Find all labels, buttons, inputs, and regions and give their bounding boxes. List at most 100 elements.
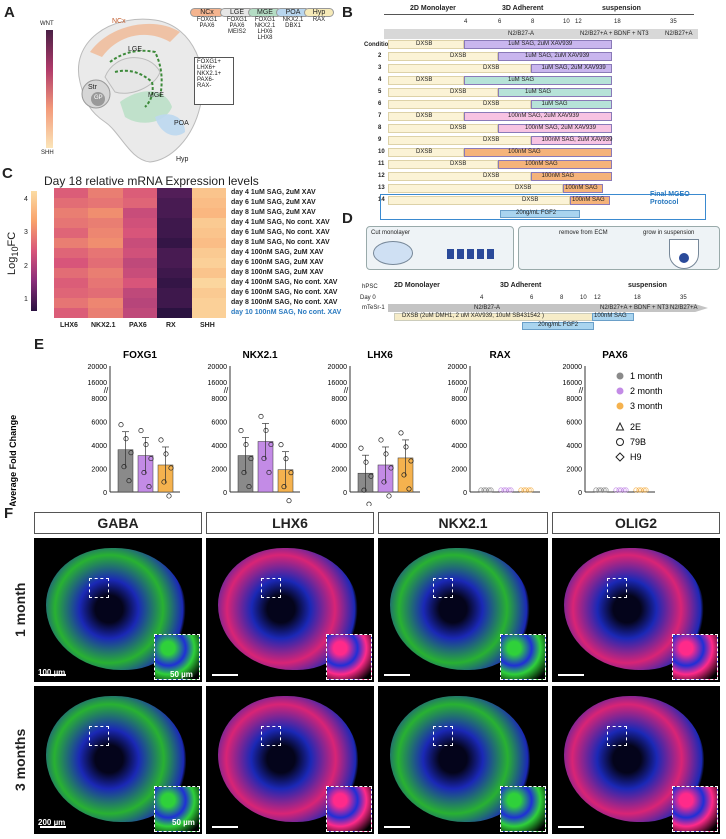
- data-point: [138, 428, 144, 434]
- heatmap-cell: [54, 258, 89, 268]
- heatmap-cell: [191, 238, 226, 248]
- heatmap-cell: [191, 198, 226, 208]
- heatmap-row-label: day 8 1uM SAG, No cont. XAV: [231, 239, 330, 246]
- data-point: [521, 487, 527, 493]
- data-point: [286, 498, 292, 504]
- data-point: [481, 487, 487, 493]
- dxsb-label: DXSB: [483, 101, 500, 107]
- data-point: [268, 441, 274, 448]
- heatmap-cell: [54, 188, 89, 198]
- heatmap-cell: [54, 238, 89, 248]
- scalebar-label-inset2: 50 µm: [172, 818, 195, 827]
- treatment-bar: [464, 76, 612, 85]
- zoom-region-box: [89, 578, 109, 598]
- day-10: 10: [580, 295, 587, 301]
- organoid-dot: [679, 253, 689, 263]
- heatmap-cell: [88, 308, 123, 318]
- data-point: [168, 465, 174, 471]
- tick-label: 4000: [91, 443, 107, 450]
- day-8: 8: [560, 295, 564, 301]
- legend-triangle-icon: [615, 421, 625, 431]
- marker-gene: PAX6: [229, 23, 245, 29]
- treatment-bar: [531, 64, 612, 73]
- tick-label: 8000: [566, 396, 582, 403]
- data-point: [121, 464, 127, 470]
- inset-zoom: [672, 786, 718, 832]
- heatmap-cell: [157, 218, 192, 228]
- data-point: [383, 451, 389, 457]
- data-point: [523, 487, 529, 493]
- fgf2-bar: [500, 210, 580, 218]
- gradient-top-label: WNT: [40, 21, 54, 27]
- data-point: [633, 487, 639, 493]
- dxsb-label: DXSB: [416, 113, 433, 119]
- treatment-label: 1uM SAG, 2uM XAV939: [525, 53, 590, 59]
- tick-label: 8000: [451, 396, 467, 403]
- zoom-region-box: [607, 726, 627, 746]
- final-protocol-frame: [380, 194, 706, 220]
- heatmap-row-label: day 4 100nM SAG, 2uM XAV: [231, 249, 324, 256]
- zoom-region-box: [433, 726, 453, 746]
- legend-swatch: [616, 387, 624, 395]
- treatment-bar: [498, 52, 612, 61]
- heatmap-cell: [88, 228, 123, 238]
- heatmap-row-label: day 8 1uM SAG, 2uM XAV: [231, 209, 316, 216]
- wnt-shh-gradient: [46, 30, 53, 148]
- data-point: [401, 472, 407, 478]
- treatment-bar: [570, 196, 610, 205]
- day0: Day 0: [360, 295, 376, 301]
- heatmap-cell: [191, 288, 226, 298]
- heatmap-cell: [157, 288, 192, 298]
- legend-label: 3 month: [630, 401, 663, 411]
- zoom-region-box: [89, 726, 109, 746]
- monolayer-dish: [373, 241, 413, 265]
- tick-label: 6000: [566, 420, 582, 427]
- heatmap-grid: [54, 188, 226, 318]
- callout-line: FOXG1+: [197, 59, 221, 65]
- day-6: 6: [530, 295, 534, 301]
- heatmap-row-label: day 6 100nM SAG, No cont. XAV: [231, 289, 338, 296]
- micrograph: [552, 686, 720, 834]
- heatmap-cell: [88, 218, 123, 228]
- legend-label: H9: [630, 452, 642, 462]
- tick-label: 20000: [563, 364, 583, 371]
- heatmap-row-label: day 4 100nM SAG, No cont. XAV: [231, 279, 338, 286]
- dxsb-label: DXSB: [522, 197, 539, 203]
- marker-gene: LHX8: [257, 35, 273, 41]
- micrograph: [206, 686, 374, 834]
- subplot-title: LHX6: [367, 350, 393, 361]
- data-point: [621, 487, 627, 493]
- condition-rows: DXSB 1uM SAG, 2uM XAV939 2 DXSB 1uM SAG, 2uM…: [378, 40, 710, 220]
- scale-bar: [384, 826, 410, 828]
- marker-gene: FOXG1: [254, 17, 276, 23]
- cut-squares: [447, 249, 497, 259]
- micrograph: [206, 538, 374, 682]
- data-point: [506, 487, 512, 493]
- treatment-bar: [464, 40, 612, 49]
- marker-box-ncx: NCx FOXG1 PAX6: [190, 8, 224, 29]
- scale-bar: [558, 674, 584, 676]
- heatmap-row-label: day 4 1uM SAG, No cont. XAV: [231, 219, 330, 226]
- heatmap-cell: [88, 198, 123, 208]
- heatmap-row-label: day 10 100nM SAG, No cont. XAV: [231, 309, 342, 316]
- tick-label: 4000: [331, 443, 347, 450]
- colorbar-tick: 4: [24, 196, 28, 203]
- data-point: [406, 486, 412, 492]
- day-18: 18: [614, 19, 621, 25]
- heatmap-cell: [54, 308, 89, 318]
- heatmap-col-label: NKX2.1: [91, 322, 116, 329]
- dxsb-label: DXSB: [483, 137, 500, 143]
- col-head-gaba: GABA: [34, 512, 202, 534]
- phase-3d: 3D Adherent: [502, 5, 544, 12]
- treatment-label: 100nM SAG: [565, 185, 598, 191]
- heatmap-cell: [191, 218, 226, 228]
- tick-label: 16000: [328, 380, 348, 387]
- tick-label: 8000: [211, 396, 227, 403]
- data-point: [398, 430, 404, 436]
- heatmap-cell: [122, 278, 158, 288]
- heatmap-cell: [157, 278, 192, 288]
- marker-gene: FOXG1: [226, 17, 248, 23]
- zoom-region-box: [261, 726, 281, 746]
- axis-break: //: [224, 386, 229, 395]
- dxsb-label: DXSB: [450, 125, 467, 131]
